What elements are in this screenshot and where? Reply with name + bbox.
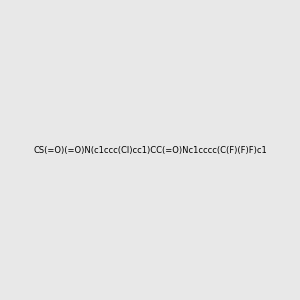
Text: CS(=O)(=O)N(c1ccc(Cl)cc1)CC(=O)Nc1cccc(C(F)(F)F)c1: CS(=O)(=O)N(c1ccc(Cl)cc1)CC(=O)Nc1cccc(C… (33, 146, 267, 154)
